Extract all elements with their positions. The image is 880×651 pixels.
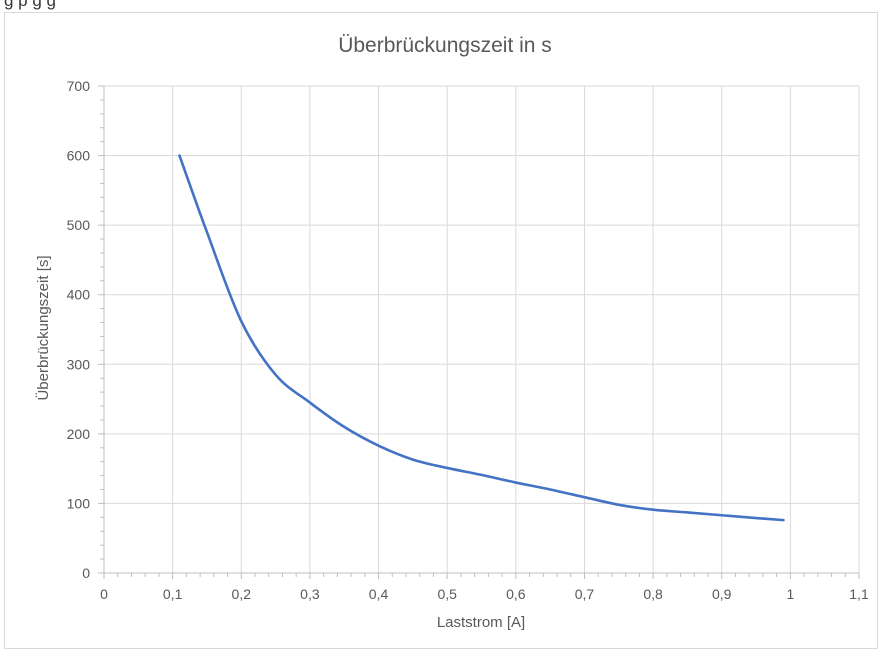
y-tick-label: 400 [67,287,91,303]
y-tick-label: 0 [82,565,90,581]
y-tick-label: 500 [67,217,91,233]
x-tick-label: 0,8 [643,586,663,602]
x-tick-label: 1,1 [849,586,869,602]
x-tick-label: 0,6 [506,586,526,602]
series-line-0 [178,154,785,522]
y-tick-label: 300 [67,356,91,372]
gridlines [104,85,860,573]
x-tick-label: 0,2 [232,586,252,602]
axis-ticks [98,85,860,579]
chart-title: Überbrückungszeit in s [338,34,552,57]
series-layer [178,154,785,522]
cropped-caption-strip: g p g g [0,0,880,14]
x-tick-label: 0,5 [437,586,457,602]
x-tick-label: 0 [100,586,108,602]
x-tick-label: 0,7 [575,586,595,602]
x-axis-title: Laststrom [A] [437,614,525,631]
cropped-caption-text: g p g g [4,0,56,10]
x-tick-label: 1 [786,586,794,602]
x-tick-label: 0,1 [163,586,183,602]
x-tick-label: 0,9 [712,586,732,602]
y-tick-label: 600 [67,148,91,164]
chart-area [4,12,878,649]
y-tick-label: 700 [67,78,91,94]
y-tick-label: 100 [67,495,91,511]
x-tick-label: 0,3 [300,586,320,602]
tick-labels: 0 0,1 0,2 0,3 0,4 0,5 0,6 0,7 0,8 0,9 1 1,1 0 100 200 3… [67,78,869,602]
x-tick-label: 0,4 [369,586,389,602]
y-tick-label: 200 [67,426,91,442]
y-axis-title: Überbrückungszeit [s] [34,255,52,400]
